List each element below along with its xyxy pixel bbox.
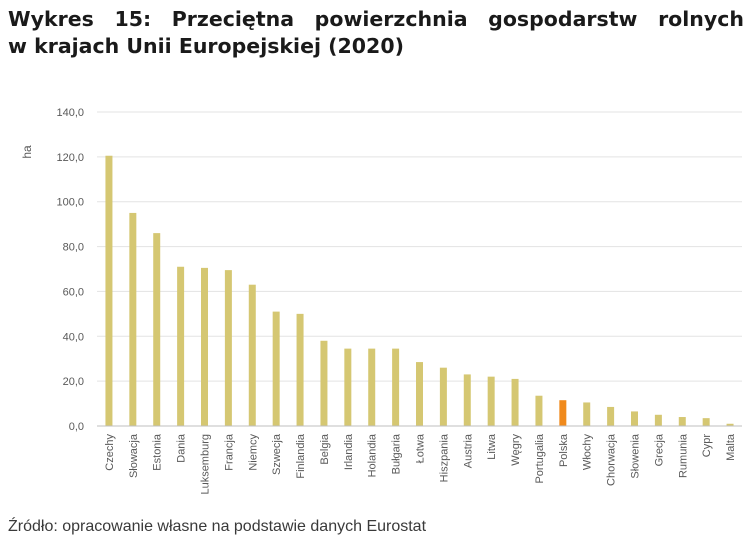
bar-hiszpania (439, 367, 447, 426)
x-tick-label: Chorwacja (606, 433, 618, 486)
bar-portugalia (535, 395, 543, 426)
bar-grecja (654, 414, 662, 426)
x-tick-label: Rumunia (677, 433, 689, 478)
y-axis-label: ha (20, 145, 34, 159)
bar-chorwacja (607, 406, 615, 426)
y-tick-label: 100,0 (56, 197, 84, 209)
bar-dania (177, 266, 185, 426)
y-tick-label: 40,0 (63, 331, 84, 343)
bars (105, 155, 734, 426)
bar-finlandia (296, 313, 304, 426)
x-tick-label: Holandia (367, 433, 379, 477)
bar-niemcy (248, 284, 256, 426)
bar-słowacja (129, 212, 137, 426)
bar-bułgaria (392, 348, 400, 426)
x-tick-label: Hiszpania (438, 433, 450, 482)
x-tick-label: Węgry (510, 434, 522, 466)
x-tick-label: Francja (223, 433, 235, 471)
bar-malta (726, 423, 734, 426)
bar-austria (463, 374, 471, 426)
x-tick-label: Włochy (582, 434, 594, 471)
x-tick-label: Finlandia (295, 433, 307, 479)
x-tick-label: Belgia (319, 433, 331, 464)
bar-węgry (511, 378, 519, 426)
bar-szwecja (272, 311, 280, 426)
x-tick-label: Szwecja (271, 433, 283, 475)
x-tick-label: Łotwa (415, 433, 427, 463)
bar-słowenia (631, 411, 638, 426)
y-tick-label: 120,0 (56, 152, 84, 164)
bar-belgia (320, 340, 328, 426)
y-tick-label: 80,0 (63, 242, 84, 254)
chart-title: Wykres 15: Przeciętna powierzchnia gospo… (8, 6, 744, 60)
x-tick-label: Dania (176, 433, 188, 463)
x-tick-label: Estonia (152, 433, 164, 471)
x-tick-label: Czechy (104, 434, 116, 471)
chart-title-line-2: w krajach Unii Europejskiej (2020) (8, 34, 404, 58)
x-tick-label: Irlandia (343, 433, 355, 470)
x-tick-label: Luksemburg (200, 434, 212, 495)
axes: 0,0 20,0 40,0 60,0 80,0 100,0 120,0 140,0 Czechy… (56, 107, 742, 495)
bar-polska (559, 400, 567, 426)
bar-estonia (153, 233, 161, 426)
bar-holandia (368, 348, 376, 426)
source-note: Źródło: opracowanie własne na podstawie … (8, 518, 427, 535)
x-tick-label: Słowacja (128, 433, 140, 478)
y-tick-label: 140,0 (56, 107, 84, 119)
x-tick-label: Polska (558, 433, 570, 467)
bar-francja (224, 270, 232, 426)
y-tick-label: 60,0 (63, 286, 84, 298)
y-tick-label: 0,0 (69, 421, 84, 433)
x-tick-label: Słowenia (630, 433, 642, 479)
x-tick-label: Litwa (486, 433, 498, 460)
x-tick-label: Austria (462, 433, 474, 468)
bar-rumunia (678, 417, 686, 426)
gridlines (97, 111, 742, 382)
bar-włochy (583, 402, 591, 426)
x-tick-label: Portugalia (534, 433, 546, 483)
x-tick-label: Cypr (701, 434, 713, 458)
bar-irlandia (344, 348, 352, 426)
chart-title-line-1: Wykres 15: Przeciętna powierzchnia gospo… (8, 7, 744, 31)
x-tick-label: Niemcy (247, 434, 259, 471)
bar-litwa (487, 376, 495, 426)
bar-czechy (105, 155, 113, 426)
y-tick-label: 20,0 (63, 376, 84, 388)
x-tick-label: Malta (725, 433, 737, 461)
bar-cypr (702, 418, 710, 426)
x-tick-label: Bułgaria (391, 433, 403, 474)
x-tick-label: Grecja (653, 433, 665, 466)
bar-łotwa (416, 362, 423, 426)
bar-luksemburg (201, 267, 208, 426)
